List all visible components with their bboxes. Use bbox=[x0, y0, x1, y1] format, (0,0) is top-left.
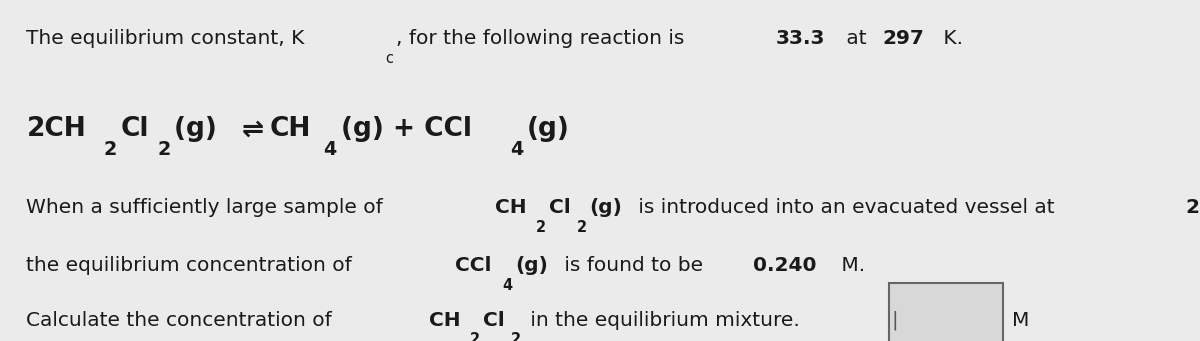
Text: M: M bbox=[1012, 311, 1030, 330]
Text: 4: 4 bbox=[510, 140, 523, 159]
Text: When a sufficiently large sample of: When a sufficiently large sample of bbox=[26, 198, 390, 217]
Text: 2: 2 bbox=[157, 140, 170, 159]
Text: CH: CH bbox=[430, 311, 461, 330]
Text: CH: CH bbox=[270, 116, 312, 143]
Text: 4: 4 bbox=[324, 140, 337, 159]
Text: ⇌: ⇌ bbox=[241, 116, 264, 143]
Text: 2: 2 bbox=[511, 332, 521, 341]
Text: 297: 297 bbox=[1186, 198, 1200, 217]
Text: in the equilibrium mixture.: in the equilibrium mixture. bbox=[524, 311, 799, 330]
Text: 2CH: 2CH bbox=[26, 116, 86, 143]
Text: 2: 2 bbox=[535, 220, 546, 235]
Text: |: | bbox=[892, 311, 899, 330]
Text: Cl: Cl bbox=[120, 116, 149, 143]
Text: (g) + CCl: (g) + CCl bbox=[341, 116, 472, 143]
Text: 2: 2 bbox=[103, 140, 116, 159]
Text: is found to be: is found to be bbox=[558, 256, 709, 275]
Text: 2: 2 bbox=[470, 332, 480, 341]
Text: 4: 4 bbox=[502, 278, 512, 293]
Text: 0.240: 0.240 bbox=[754, 256, 816, 275]
Text: (g): (g) bbox=[589, 198, 623, 217]
Text: 33.3: 33.3 bbox=[776, 29, 826, 48]
FancyBboxPatch shape bbox=[889, 283, 1003, 341]
Text: The equilibrium constant, K: The equilibrium constant, K bbox=[26, 29, 305, 48]
Text: K.: K. bbox=[936, 29, 962, 48]
Text: 297: 297 bbox=[882, 29, 924, 48]
Text: , for the following reaction is: , for the following reaction is bbox=[396, 29, 690, 48]
Text: c: c bbox=[385, 51, 394, 66]
Text: Calculate the concentration of: Calculate the concentration of bbox=[26, 311, 338, 330]
Text: 2: 2 bbox=[577, 220, 587, 235]
Text: Cl: Cl bbox=[482, 311, 505, 330]
Text: is introduced into an evacuated vessel at: is introduced into an evacuated vessel a… bbox=[632, 198, 1061, 217]
Text: (g): (g) bbox=[515, 256, 548, 275]
Text: CCl: CCl bbox=[455, 256, 492, 275]
Text: (g): (g) bbox=[174, 116, 227, 143]
Text: M.: M. bbox=[835, 256, 865, 275]
Text: (g): (g) bbox=[527, 116, 570, 143]
Text: CH: CH bbox=[494, 198, 527, 217]
Text: at: at bbox=[840, 29, 872, 48]
Text: the equilibrium concentration of: the equilibrium concentration of bbox=[26, 256, 359, 275]
Text: Cl: Cl bbox=[548, 198, 570, 217]
